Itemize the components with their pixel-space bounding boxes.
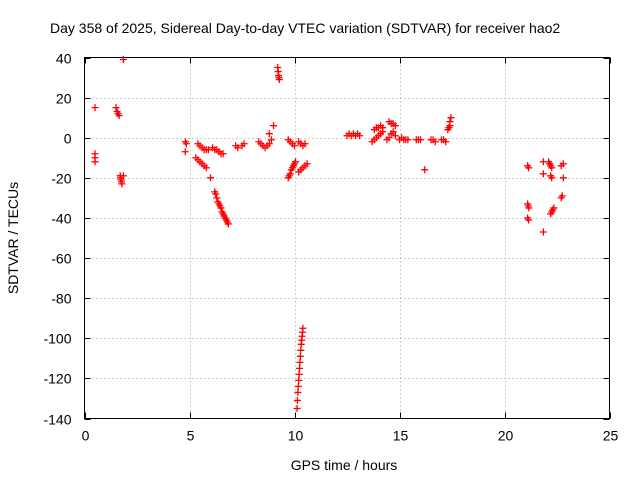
data-point [296,358,304,366]
data-points [91,56,567,412]
data-point [421,166,429,174]
data-point [293,396,301,404]
data-point [559,174,567,182]
data-point [265,130,273,138]
data-point [91,158,99,166]
data-point [270,122,277,130]
chart-title: Day 358 of 2025, Sidereal Day-to-day VTE… [50,20,560,36]
data-point [286,170,294,178]
data-point [296,352,304,360]
data-point [559,160,567,168]
x-tick-label: 10 [288,428,304,444]
data-point [224,220,232,228]
data-point [539,228,547,236]
y-tick-labels: -140 -120 -100 -80 -60 -40 -20 0 20 40 [43,51,71,428]
data-point [548,174,556,182]
data-point [118,180,126,188]
data-point [181,148,189,156]
data-point [295,376,303,384]
data-point [391,122,399,130]
data-point [299,324,307,332]
x-tick-label: 20 [498,428,514,444]
y-tick-label: 0 [64,131,72,147]
data-point [213,194,221,202]
data-point [119,172,127,180]
x-tick-labels: 0 5 10 15 20 25 [82,428,619,444]
data-point [539,170,547,178]
data-point [267,136,275,144]
data-point [91,104,99,112]
y-tick-label: -60 [51,251,71,267]
y-tick-label: -120 [43,371,71,387]
data-point [217,204,225,212]
y-tick-label: -140 [43,412,71,428]
data-point [525,216,533,224]
data-point [558,192,566,200]
data-point [550,204,558,212]
data-point [301,140,309,148]
data-point [240,140,248,148]
x-tick-label: 0 [82,428,90,444]
data-point [296,364,304,372]
axis-ticks [84,57,611,420]
data-point [295,370,303,378]
data-point [265,140,273,148]
data-point [182,140,190,148]
y-axis-title: SDTVAR / TECUs [5,182,21,294]
y-tick-label: 20 [56,91,72,107]
data-point [219,150,227,158]
data-point [431,138,439,146]
data-point [119,56,127,64]
y-tick-label: -20 [51,171,71,187]
data-point [207,174,214,182]
data-point [297,346,305,354]
x-tick-label: 5 [187,428,195,444]
data-point [379,124,387,132]
y-tick-label: -80 [51,291,71,307]
data-point [291,142,298,150]
data-point [212,190,220,198]
grid [84,57,610,419]
data-point [356,132,364,140]
data-point [391,132,399,140]
data-point [385,134,393,142]
y-tick-label: -40 [51,211,71,227]
y-tick-label: -100 [43,331,71,347]
data-point [204,146,212,154]
data-point [202,164,210,172]
data-point [447,114,455,122]
x-tick-label: 25 [603,428,619,444]
data-point [525,164,533,172]
y-tick-label: 40 [56,51,72,67]
data-point [404,136,412,144]
plot-frame [84,57,610,419]
data-point [275,76,283,84]
data-point [294,382,302,390]
x-tick-label: 15 [393,428,409,444]
data-point [417,136,424,144]
data-point [389,128,397,136]
data-point [293,404,301,412]
x-axis-title: GPS time / hours [291,457,398,473]
data-point [292,158,300,166]
data-point [525,204,533,212]
data-point [446,118,454,126]
data-point [294,388,302,396]
data-point [234,144,242,152]
data-point [303,160,311,168]
data-point [442,138,450,146]
data-point [112,104,120,112]
data-point [115,112,123,120]
data-point [548,164,556,172]
